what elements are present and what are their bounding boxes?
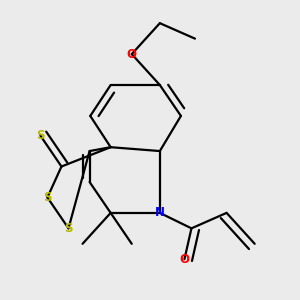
Text: N: N <box>155 206 165 219</box>
Text: S: S <box>64 222 73 235</box>
Text: S: S <box>36 129 45 142</box>
Text: O: O <box>179 253 189 266</box>
Text: O: O <box>127 48 137 61</box>
Text: S: S <box>43 191 52 204</box>
